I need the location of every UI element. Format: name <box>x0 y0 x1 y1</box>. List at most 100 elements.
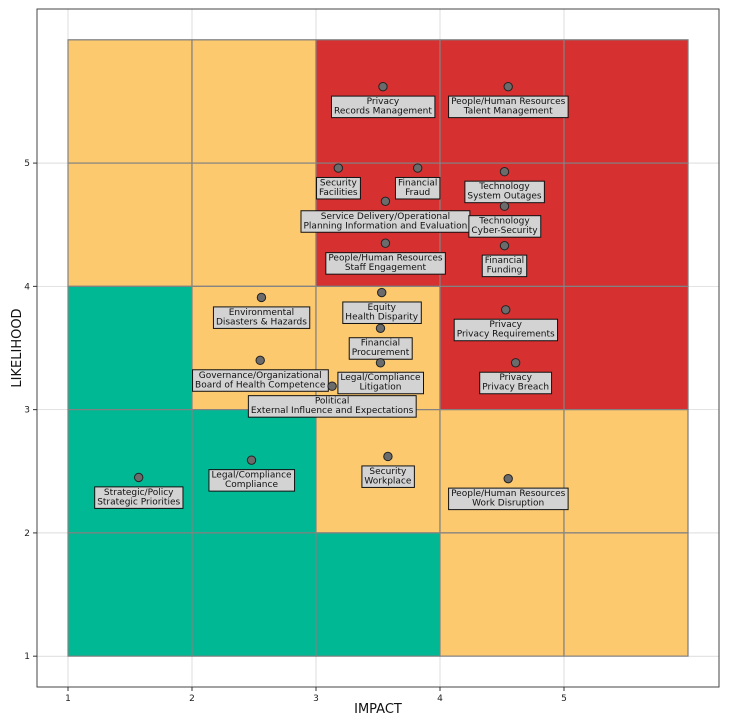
risk-point: Technology System Outages <box>464 167 545 204</box>
risk-label-line: People/Human Resources <box>451 97 566 107</box>
risk-point: People/Human Resources Work Disruption <box>448 473 569 511</box>
heat-cell-red <box>563 39 689 164</box>
y-axis-label: LIKELIHOOD <box>10 308 25 387</box>
heat-cell-amber <box>563 532 689 657</box>
risk-label: People/Human Resources Staff Engagement <box>328 254 443 274</box>
plot-frame <box>36 8 720 688</box>
risk-label: Governance/Organizational Board of Health… <box>195 371 326 391</box>
x-tick-label: 4 <box>437 694 443 704</box>
risk-label: Service Delivery/Operational Planning Inf… <box>304 212 468 232</box>
risk-point: Service Delivery/Operational Planning Inf… <box>300 196 471 233</box>
risk-label-line: Political <box>315 397 350 407</box>
risk-label-box <box>453 318 559 342</box>
risk-label-box <box>337 371 425 395</box>
risk-label-box <box>192 369 329 392</box>
risk-label-line: Board of Health Competence <box>195 380 326 390</box>
risk-label-line: Security <box>369 467 407 477</box>
risk-label-line: Security <box>320 178 358 188</box>
heat-cell-amber <box>439 409 565 534</box>
risk-label-line: Cyber-Security <box>471 226 538 236</box>
risk-point-marker <box>378 81 388 92</box>
x-tick-label: 2 <box>189 694 195 704</box>
risk-label: Legal/Compliance Compliance <box>211 471 292 491</box>
risk-label-box <box>481 254 528 278</box>
risk-label-box <box>208 469 296 492</box>
risk-point-marker <box>412 163 423 173</box>
heat-cell-amber <box>191 162 317 287</box>
risk-label-box <box>330 95 436 119</box>
heat-cell-amber <box>67 162 193 287</box>
risk-label-line: Work Disruption <box>472 499 544 509</box>
risk-label-line: Compliance <box>225 480 278 490</box>
risk-label: Political External Influence and Expectat… <box>251 397 414 417</box>
risk-point: Technology Cyber-Security <box>468 201 542 238</box>
risk-label-line: Workplace <box>364 476 411 486</box>
risk-label: Security Facilities <box>319 178 358 198</box>
risk-label-line: Financial <box>485 256 524 266</box>
risk-label-line: Governance/Organizational <box>199 371 322 381</box>
y-tick-label: 4 <box>24 282 30 292</box>
risk-point: Governance/Organizational Board of Health… <box>192 355 329 392</box>
risk-point-marker <box>256 292 267 303</box>
heat-cell-red <box>563 285 689 411</box>
heat-cell-amber <box>67 39 193 164</box>
risk-label: Security Workplace <box>364 467 411 487</box>
risk-label-line: Privacy <box>367 97 400 107</box>
risk-label-box <box>394 176 441 200</box>
risk-label-line: Disasters & Hazards <box>216 317 307 327</box>
risk-label-line: Records Management <box>334 107 432 117</box>
risk-point: Privacy Privacy Breach <box>479 358 553 395</box>
heat-cell-green <box>67 409 193 534</box>
risk-point: Privacy Privacy Requirements <box>453 305 559 342</box>
axis-ticks: 1 2 3 4 5 1 2 3 4 5 <box>24 159 567 704</box>
risk-label-line: Health Disparity <box>345 312 418 322</box>
risk-label-line: Service Delivery/Operational <box>321 212 450 222</box>
risk-point: Privacy Records Management <box>330 81 436 119</box>
risk-label: Privacy Privacy Breach <box>482 373 549 393</box>
risk-label-line: Technology <box>478 217 530 227</box>
risk-label-line: Equity <box>367 303 396 313</box>
risk-label-line: Privacy Requirements <box>457 330 555 340</box>
risk-label-line: People/Human Resources <box>328 254 443 264</box>
risk-point-marker <box>499 167 510 177</box>
risk-label-line: Funding <box>487 266 523 276</box>
risk-label-box <box>94 486 184 509</box>
risk-label-box <box>247 395 417 418</box>
risk-point-marker <box>499 240 510 251</box>
risk-point-marker <box>246 455 257 465</box>
risk-label: Legal/Compliance Litigation <box>340 373 421 393</box>
risk-label: People/Human Resources Talent Management <box>451 97 566 117</box>
risk-label-line: Fraud <box>405 188 430 198</box>
risk-point-marker <box>501 305 511 315</box>
risk-point: Legal/Compliance Compliance <box>208 455 296 492</box>
y-tick-label: 1 <box>24 652 30 662</box>
risk-point: Security Facilities <box>316 163 361 200</box>
risk-point: Financial Fraud <box>394 163 441 200</box>
risk-label: Technology Cyber-Security <box>471 217 538 237</box>
risk-label-line: Planning Information and Evaluation <box>304 221 468 231</box>
risk-label-line: Talent Management <box>463 107 553 117</box>
risk-label-box <box>448 95 569 119</box>
risk-label: Strategic/Policy Strategic Priorities <box>97 488 180 508</box>
risk-label-line: Environmental <box>229 308 294 318</box>
y-tick-label: 2 <box>24 529 30 539</box>
risk-point: Strategic/Policy Strategic Priorities <box>94 472 184 509</box>
risk-label-line: Strategic Priorities <box>97 497 180 507</box>
risk-label-box <box>212 306 311 329</box>
risk-point-marker <box>380 196 391 207</box>
heat-cell-green <box>67 285 193 411</box>
risk-point-marker <box>375 358 386 368</box>
risk-label-box <box>342 301 422 324</box>
risk-label-line: Procurement <box>352 348 410 358</box>
risk-label-box <box>325 252 446 275</box>
risk-label: Financial Fraud <box>398 178 437 198</box>
risk-label-line: Privacy <box>499 373 532 383</box>
risk-point: Equity Health Disparity <box>342 287 422 324</box>
risk-point: Legal/Compliance Litigation <box>337 358 425 395</box>
risk-label-line: Staff Engagement <box>345 263 427 273</box>
risk-point-marker <box>503 473 513 484</box>
risk-label-box <box>361 465 415 488</box>
risk-label: Equity Health Disparity <box>345 303 418 323</box>
heat-cell-green <box>191 532 317 657</box>
